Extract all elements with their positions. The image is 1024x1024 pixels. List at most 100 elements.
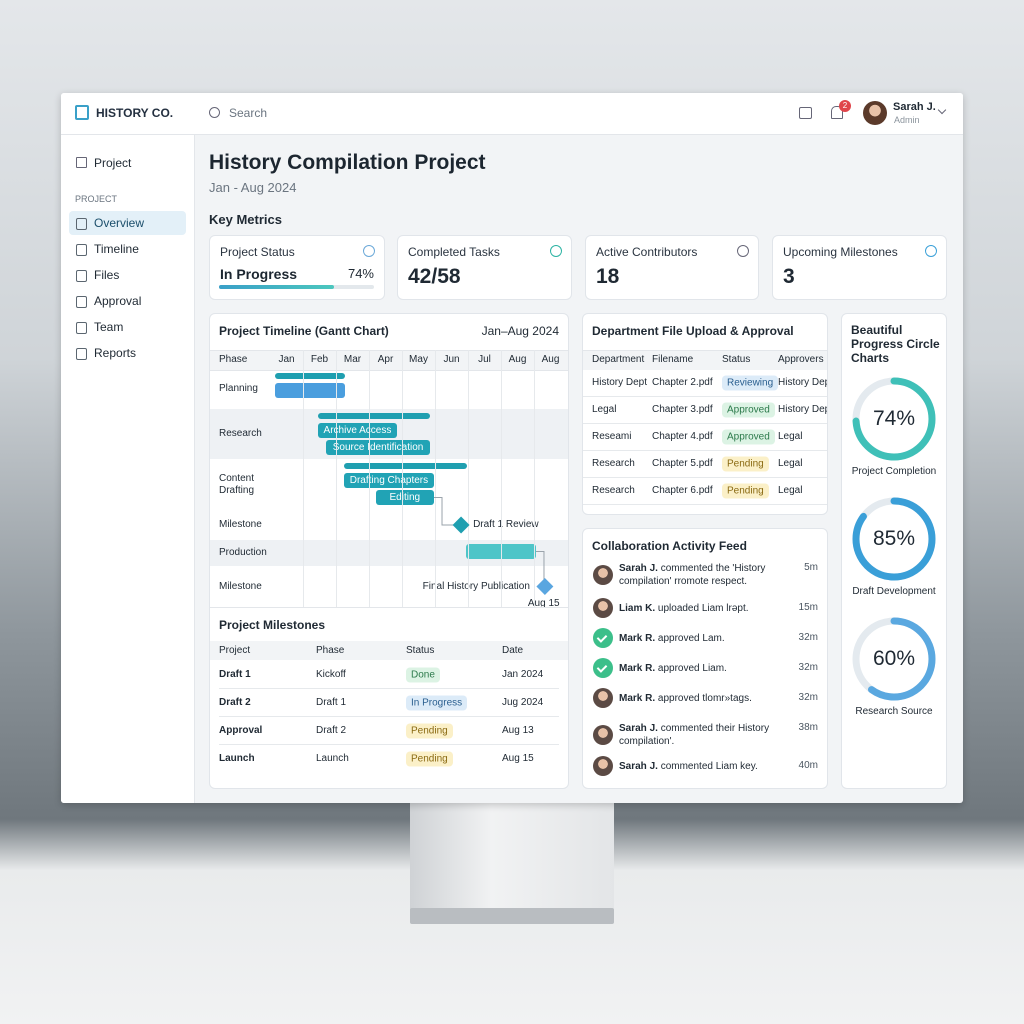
- activity-time: 38m: [798, 722, 818, 733]
- table-cell: Chapter 6.pdf: [652, 485, 713, 496]
- table-cell: Aug 15: [502, 753, 534, 764]
- status-pill: Pending: [406, 751, 453, 767]
- action: commented Liam key.: [660, 761, 758, 772]
- notification-badge: 2: [839, 100, 851, 112]
- table-cell: Draft 1: [316, 697, 347, 708]
- month-label: Apr: [377, 354, 394, 365]
- nav-icon: [76, 218, 87, 230]
- column-header: Status: [406, 645, 435, 656]
- table-cell: Launch: [219, 753, 255, 764]
- table-cell: Jug 2024: [502, 697, 544, 708]
- gantt-bar: [274, 373, 345, 379]
- ring-label: Research Source: [855, 706, 933, 717]
- status-pill: In Progress: [406, 695, 468, 711]
- nav-item[interactable]: Timeline: [94, 242, 139, 256]
- column-header: Project: [219, 645, 251, 656]
- activity-time: 5m: [804, 562, 818, 573]
- actor: Mark R.: [619, 633, 656, 644]
- row-divider: [583, 450, 827, 451]
- ring-label: Draft Development: [852, 586, 936, 597]
- metric-card: [585, 235, 759, 300]
- sidebar: [61, 135, 195, 803]
- page-title: History Compilation Project: [209, 151, 486, 174]
- column-header: Status: [722, 354, 751, 365]
- table-cell: Chapter 2.pdf: [652, 377, 713, 388]
- ring-label: Project Completion: [851, 466, 937, 477]
- nav-item[interactable]: Approval: [94, 294, 142, 308]
- action: approved Liam.: [657, 663, 727, 674]
- row-divider: [219, 744, 559, 745]
- nav-home[interactable]: Project: [94, 156, 132, 170]
- gantt-bar: Drafting Chapters: [343, 473, 434, 488]
- table-cell: History Dep: [778, 404, 827, 415]
- user-role: Admin: [894, 115, 920, 125]
- table-cell: Legal: [778, 431, 803, 442]
- activity-text: Mark R. approved tlomr»tags.: [619, 692, 787, 705]
- metrics-title: Key Metrics: [209, 212, 282, 227]
- gantt-bar: [274, 383, 345, 398]
- page-subtitle: Jan - Aug 2024: [209, 180, 297, 195]
- search-input[interactable]: Search: [229, 106, 268, 120]
- grid-line: [336, 350, 337, 607]
- chat-icon[interactable]: [799, 107, 812, 119]
- action: commented the 'History compilation' rrom…: [619, 563, 766, 587]
- table-cell: Chapter 5.pdf: [652, 458, 713, 469]
- avatar: [593, 725, 613, 745]
- activity-text: Liam K. uploaded Liam lrəpt.: [619, 602, 787, 615]
- nav-section: PROJECT: [75, 194, 118, 204]
- activity-time: 32m: [798, 662, 818, 673]
- row-divider: [583, 423, 827, 424]
- action: approved Lam.: [657, 633, 725, 644]
- grid-line: [369, 350, 370, 607]
- table-cell: Chapter 4.pdf: [652, 431, 713, 442]
- table-cell: Legal: [778, 485, 803, 496]
- avatar: [593, 628, 613, 648]
- row-divider: [219, 688, 559, 689]
- table-cell: Research: [592, 458, 635, 469]
- home-icon: [76, 157, 87, 168]
- table-cell: Launch: [316, 753, 349, 764]
- row-divider: [583, 396, 827, 397]
- activity-panel: [582, 528, 828, 789]
- table-cell: Draft 1: [219, 669, 251, 680]
- nav-icon: [76, 322, 87, 334]
- metric-icon: [925, 245, 937, 257]
- milestones-title: Project Milestones: [219, 618, 326, 632]
- bell-icon[interactable]: [831, 106, 843, 119]
- brand-name: HISTORY CO.: [96, 106, 174, 120]
- grid-line: [402, 350, 403, 607]
- month-label: Aug: [541, 354, 560, 365]
- nav-item[interactable]: Overview: [94, 216, 145, 230]
- month-label: Mar: [343, 354, 362, 365]
- activity-text: Sarah J. commented the 'History compilat…: [619, 562, 787, 588]
- metric-icon: [737, 245, 749, 257]
- avatar: [593, 658, 613, 678]
- nav-icon: [76, 296, 87, 308]
- table-cell: Legal: [778, 458, 803, 469]
- metric-card: [397, 235, 572, 300]
- month-label: Aug: [508, 354, 527, 365]
- table-header-bg: [210, 641, 568, 660]
- gantt-bar: [466, 544, 536, 559]
- table-cell: Draft 2: [316, 725, 347, 736]
- user-avatar[interactable]: [863, 101, 887, 125]
- nav-item[interactable]: Files: [94, 268, 120, 282]
- avatar: [593, 756, 613, 776]
- metric-value: 42/58: [408, 265, 461, 288]
- table-cell: Legal: [592, 404, 617, 415]
- metric-label: Active Contributors: [596, 245, 698, 259]
- nav-item[interactable]: Reports: [94, 346, 137, 360]
- nav-item[interactable]: Team: [94, 320, 124, 334]
- month-label: Feb: [310, 354, 329, 365]
- grid-line: [435, 350, 436, 607]
- table-cell: History Dep: [778, 377, 827, 388]
- ring-value: 85%: [872, 527, 916, 550]
- metric-card: [772, 235, 947, 300]
- gantt-bar: Source Identification: [326, 440, 431, 455]
- gantt-header-bg: [210, 350, 568, 371]
- metric-card: [209, 235, 385, 300]
- column-header: Approvers: [778, 354, 824, 365]
- gantt-bar: Archive Access: [317, 423, 398, 438]
- actor: Liam K.: [619, 603, 656, 614]
